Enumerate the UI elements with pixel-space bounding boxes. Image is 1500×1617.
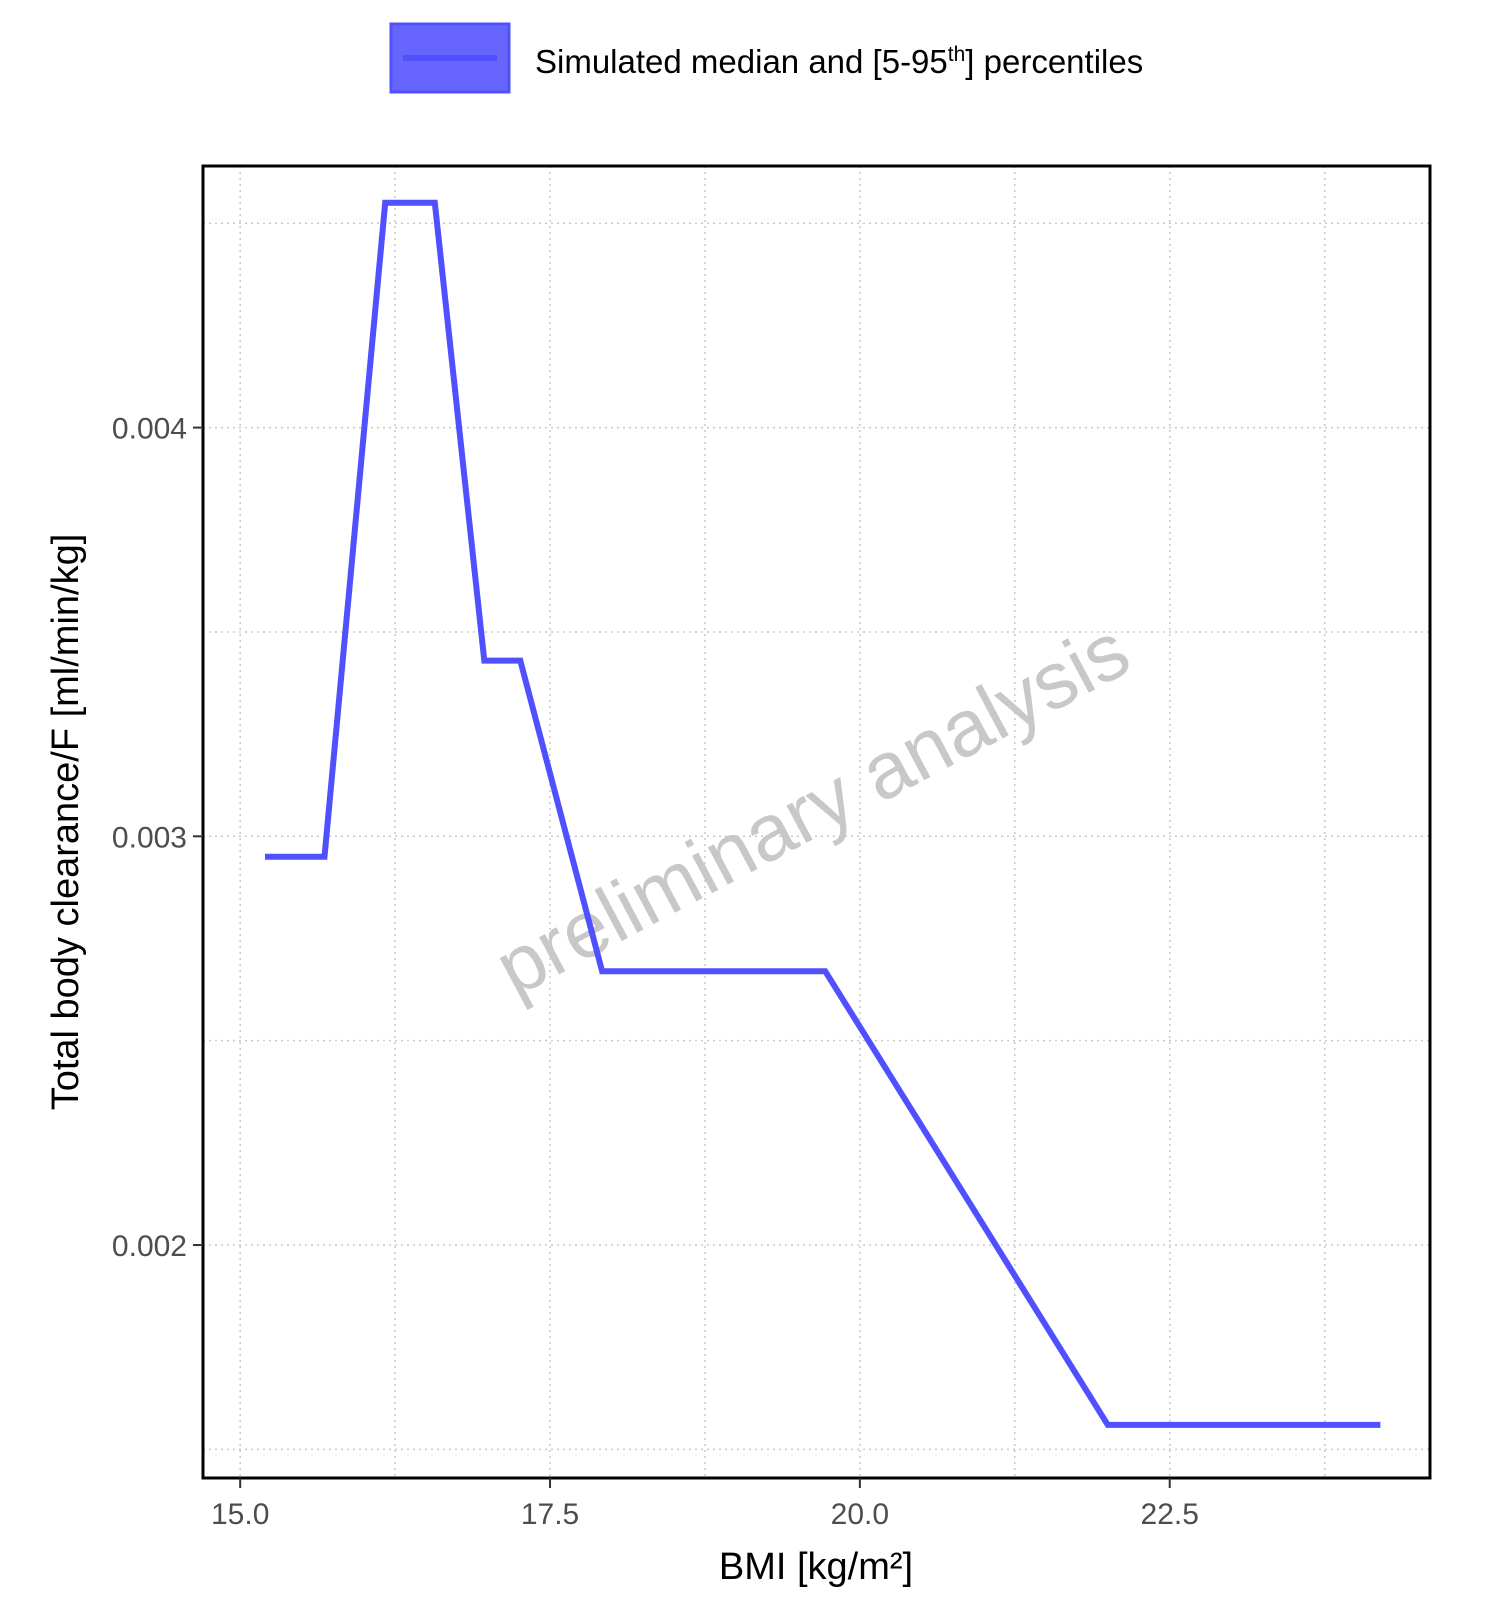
- x-tick-label: 15.0: [211, 1498, 269, 1531]
- legend-label-suffix: ] percentiles: [965, 43, 1143, 80]
- axis-layer: 15.0 17.5 20.0 22.5 0.002 0.003 0.004: [112, 413, 1199, 1531]
- series-layer: [265, 199, 1381, 1428]
- x-axis-title: BMI [kg/m²]: [719, 1546, 913, 1588]
- x-tick-label: 20.0: [831, 1498, 889, 1531]
- panel-border: [201, 164, 1432, 1480]
- x-tick-label: 22.5: [1141, 1498, 1199, 1531]
- series-line: [265, 199, 1381, 1428]
- x-tick-label: 17.5: [521, 1498, 579, 1531]
- watermark: preliminary analysis: [481, 605, 1143, 1013]
- legend: Simulated median and [5-95th] percentile…: [389, 22, 1143, 94]
- y-tick-label: 0.004: [112, 413, 187, 446]
- y-tick-label: 0.002: [112, 1230, 187, 1263]
- legend-label: Simulated median and [5-95th] percentile…: [535, 43, 1143, 80]
- y-axis-title: Total body clearance/F [ml/min/kg]: [45, 534, 87, 1111]
- grid-lines: [203, 166, 1430, 1478]
- legend-label-prefix: Simulated median and [5-95: [535, 43, 948, 80]
- legend-label-superscript: th: [948, 43, 966, 66]
- y-tick-label: 0.003: [112, 821, 187, 854]
